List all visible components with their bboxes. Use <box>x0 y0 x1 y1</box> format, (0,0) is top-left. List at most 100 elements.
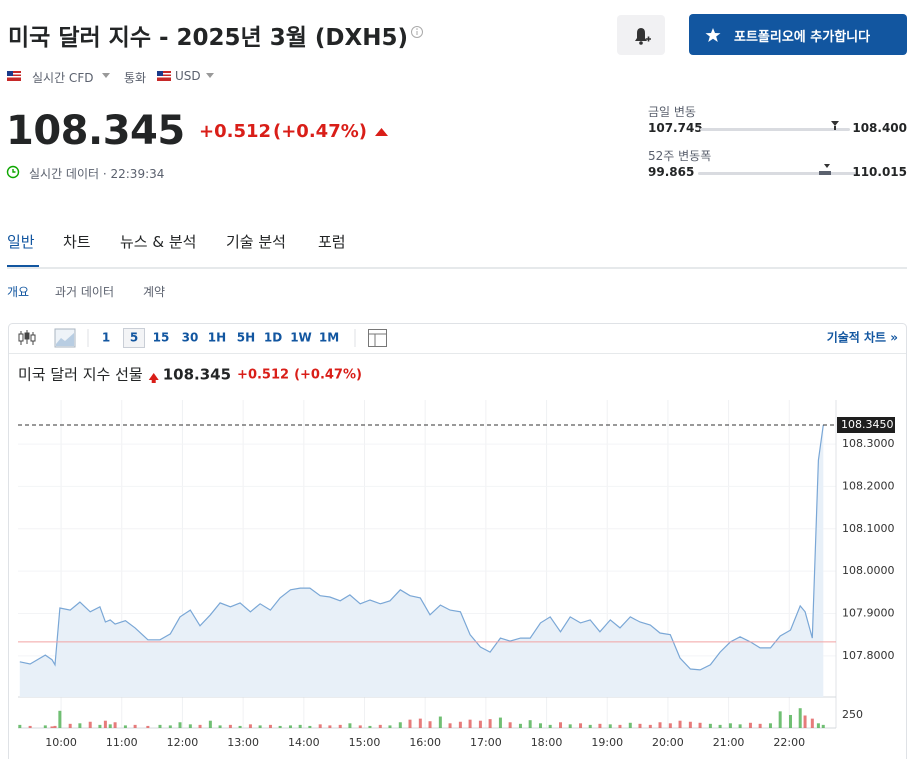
volume-bar <box>788 714 792 728</box>
x-tick-label: 20:00 <box>652 736 684 749</box>
area-icon[interactable] <box>54 328 76 348</box>
volume-bar <box>598 723 602 728</box>
volume-bar <box>816 723 820 728</box>
y-tick-label: 108.1000 <box>842 522 895 535</box>
volume-bar <box>708 723 712 728</box>
volume-bar <box>498 717 502 728</box>
volume-bar <box>448 723 452 728</box>
week52-low: 99.865 <box>648 165 695 179</box>
alert-button[interactable] <box>617 15 665 55</box>
volume-bar <box>408 719 412 728</box>
volume-bar <box>358 725 362 728</box>
y-tick-label: 108.3000 <box>842 437 895 450</box>
interval-button[interactable]: 1M <box>319 331 339 345</box>
volume-bar <box>688 721 692 728</box>
cfd-label[interactable]: 실시간 CFD <box>32 71 94 85</box>
realtime-status: 실시간 데이터 · 22:39:34 <box>29 167 165 181</box>
interval-button[interactable]: 1 <box>102 331 110 345</box>
price-change: +0.512 <box>199 121 272 142</box>
volume-bar <box>338 724 342 728</box>
volume-bar <box>798 708 802 728</box>
volume-bar <box>133 724 137 728</box>
tab[interactable]: 기술 분석 <box>226 233 286 251</box>
volume-bar <box>428 721 432 728</box>
price-line <box>19 424 824 671</box>
volume-bar <box>318 724 322 728</box>
tab[interactable]: 포럼 <box>318 233 346 251</box>
volume-bar <box>398 722 402 728</box>
tab[interactable]: 뉴스 & 분석 <box>120 233 197 251</box>
volume-bar <box>78 723 82 728</box>
volume-bar <box>488 719 492 728</box>
currency-label: 통화 <box>124 71 147 85</box>
page-title: 미국 달러 지수 - 2025년 3월 (DXH5) <box>8 25 408 51</box>
volume-bar <box>438 716 442 728</box>
y-tick-label: 107.9000 <box>842 607 895 620</box>
volume-bar <box>28 725 32 728</box>
dropdown-caret <box>206 73 214 78</box>
interval-button[interactable]: 5 <box>130 331 138 345</box>
x-tick-label: 19:00 <box>591 736 623 749</box>
volume-bar <box>468 719 472 728</box>
interval-button[interactable]: 1H <box>208 331 226 345</box>
volume-bar <box>538 723 542 728</box>
volume-bar <box>778 711 782 728</box>
volume-bar <box>588 724 592 728</box>
interval-button[interactable]: 1W <box>290 331 312 345</box>
last-price-box <box>837 416 895 433</box>
volume-bar <box>208 720 212 728</box>
volume-bar <box>298 724 302 728</box>
x-tick-label: 14:00 <box>288 736 320 749</box>
x-tick-label: 11:00 <box>106 736 138 749</box>
layout-icon[interactable] <box>368 329 387 347</box>
chart-panel: 기술적 차트 » 미국 달러 지수 선물 1 5 15 30 1H 5H 1D 1W 1M108… <box>8 323 907 759</box>
volume-bar <box>268 724 272 728</box>
candle-icon[interactable] <box>18 330 36 345</box>
volume-bar <box>68 723 72 728</box>
volume-bar <box>146 725 150 728</box>
volume-bar <box>43 725 47 728</box>
volume-tick-label: 250 <box>842 708 863 721</box>
volume-bar <box>178 722 182 728</box>
add-portfolio-button[interactable]: 포트폴리오에 추가합니다 <box>689 14 907 55</box>
volume-bar <box>698 722 702 728</box>
volume-bar <box>103 720 107 728</box>
volume-bar <box>418 718 422 728</box>
week52-label: 52주 변동폭 <box>648 149 712 163</box>
range-marker <box>819 164 831 175</box>
interval-button[interactable]: 30 <box>182 331 199 345</box>
tech-chart-link[interactable]: 기술적 차트 » <box>827 330 898 345</box>
volume-bar <box>528 720 532 728</box>
volume-bar <box>158 724 162 728</box>
tab[interactable]: 차트 <box>63 233 91 251</box>
dropdown-caret <box>102 73 110 78</box>
interval-button[interactable]: 5H <box>237 331 255 345</box>
chart-change: +0.512 <box>237 368 289 383</box>
volume-bar <box>478 720 482 728</box>
volume-bar <box>559 722 563 728</box>
us-flag <box>7 71 21 81</box>
day-low: 107.745 <box>648 121 703 135</box>
interval-button[interactable]: 1D <box>264 331 282 345</box>
interval-button[interactable]: 15 <box>153 331 170 345</box>
volume-bar <box>248 724 252 728</box>
chart-price: 108.345 <box>163 366 231 384</box>
subtab[interactable]: 계약 <box>143 285 166 299</box>
volume-bar <box>810 718 814 728</box>
tab[interactable]: 일반 <box>7 233 35 251</box>
volume-bar <box>113 722 117 728</box>
subtab[interactable]: 과거 데이터 <box>55 285 115 299</box>
volume-bar <box>458 721 462 728</box>
subtab[interactable]: 개요 <box>7 285 30 299</box>
currency[interactable]: USD <box>175 69 201 83</box>
volume-bar <box>748 722 752 728</box>
info-icon[interactable] <box>410 25 424 39</box>
volume-bar <box>308 725 312 728</box>
clock-icon <box>6 165 20 179</box>
week52-high: 110.015 <box>852 165 907 179</box>
volume-bar <box>821 724 825 728</box>
volume-bar <box>348 723 352 728</box>
volume-bar <box>738 724 742 728</box>
day-high: 108.400 <box>852 121 907 135</box>
